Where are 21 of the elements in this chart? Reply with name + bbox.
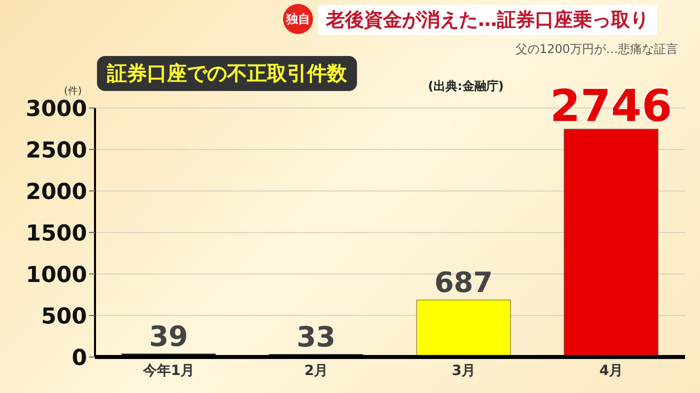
y-tick-label: 2000 — [26, 180, 87, 205]
chart-title: 証券口座での不正取引件数 — [97, 56, 357, 91]
text: (出典:金融庁) — [428, 78, 504, 95]
x-tick-label: 2月 — [304, 362, 328, 379]
x-tick-label: 今年1月 — [142, 362, 195, 379]
x-tick-label: 3月 — [452, 362, 476, 379]
text: 老後資金が消えた…証券口座乗っ取り — [318, 5, 657, 35]
data-label: 33 — [296, 320, 336, 354]
x-tick-label: 4月 — [599, 362, 624, 379]
y-tick-label: 0 — [72, 346, 87, 371]
data-label: 39 — [149, 320, 188, 353]
y-tick-label: 500 — [41, 304, 87, 330]
text: 独自 — [283, 4, 313, 34]
data-label: 2746 — [550, 81, 672, 132]
y-tick-label: 2500 — [26, 138, 87, 164]
y-tick-label: 3000 — [26, 96, 87, 122]
y-tick-label: 1000 — [26, 262, 87, 288]
y-axis-title: (件) — [64, 85, 82, 98]
text: 父の1200万円が…悲痛な証言 — [515, 41, 678, 58]
data-label: 687 — [434, 266, 493, 299]
y-tick-label: 1500 — [26, 221, 87, 246]
